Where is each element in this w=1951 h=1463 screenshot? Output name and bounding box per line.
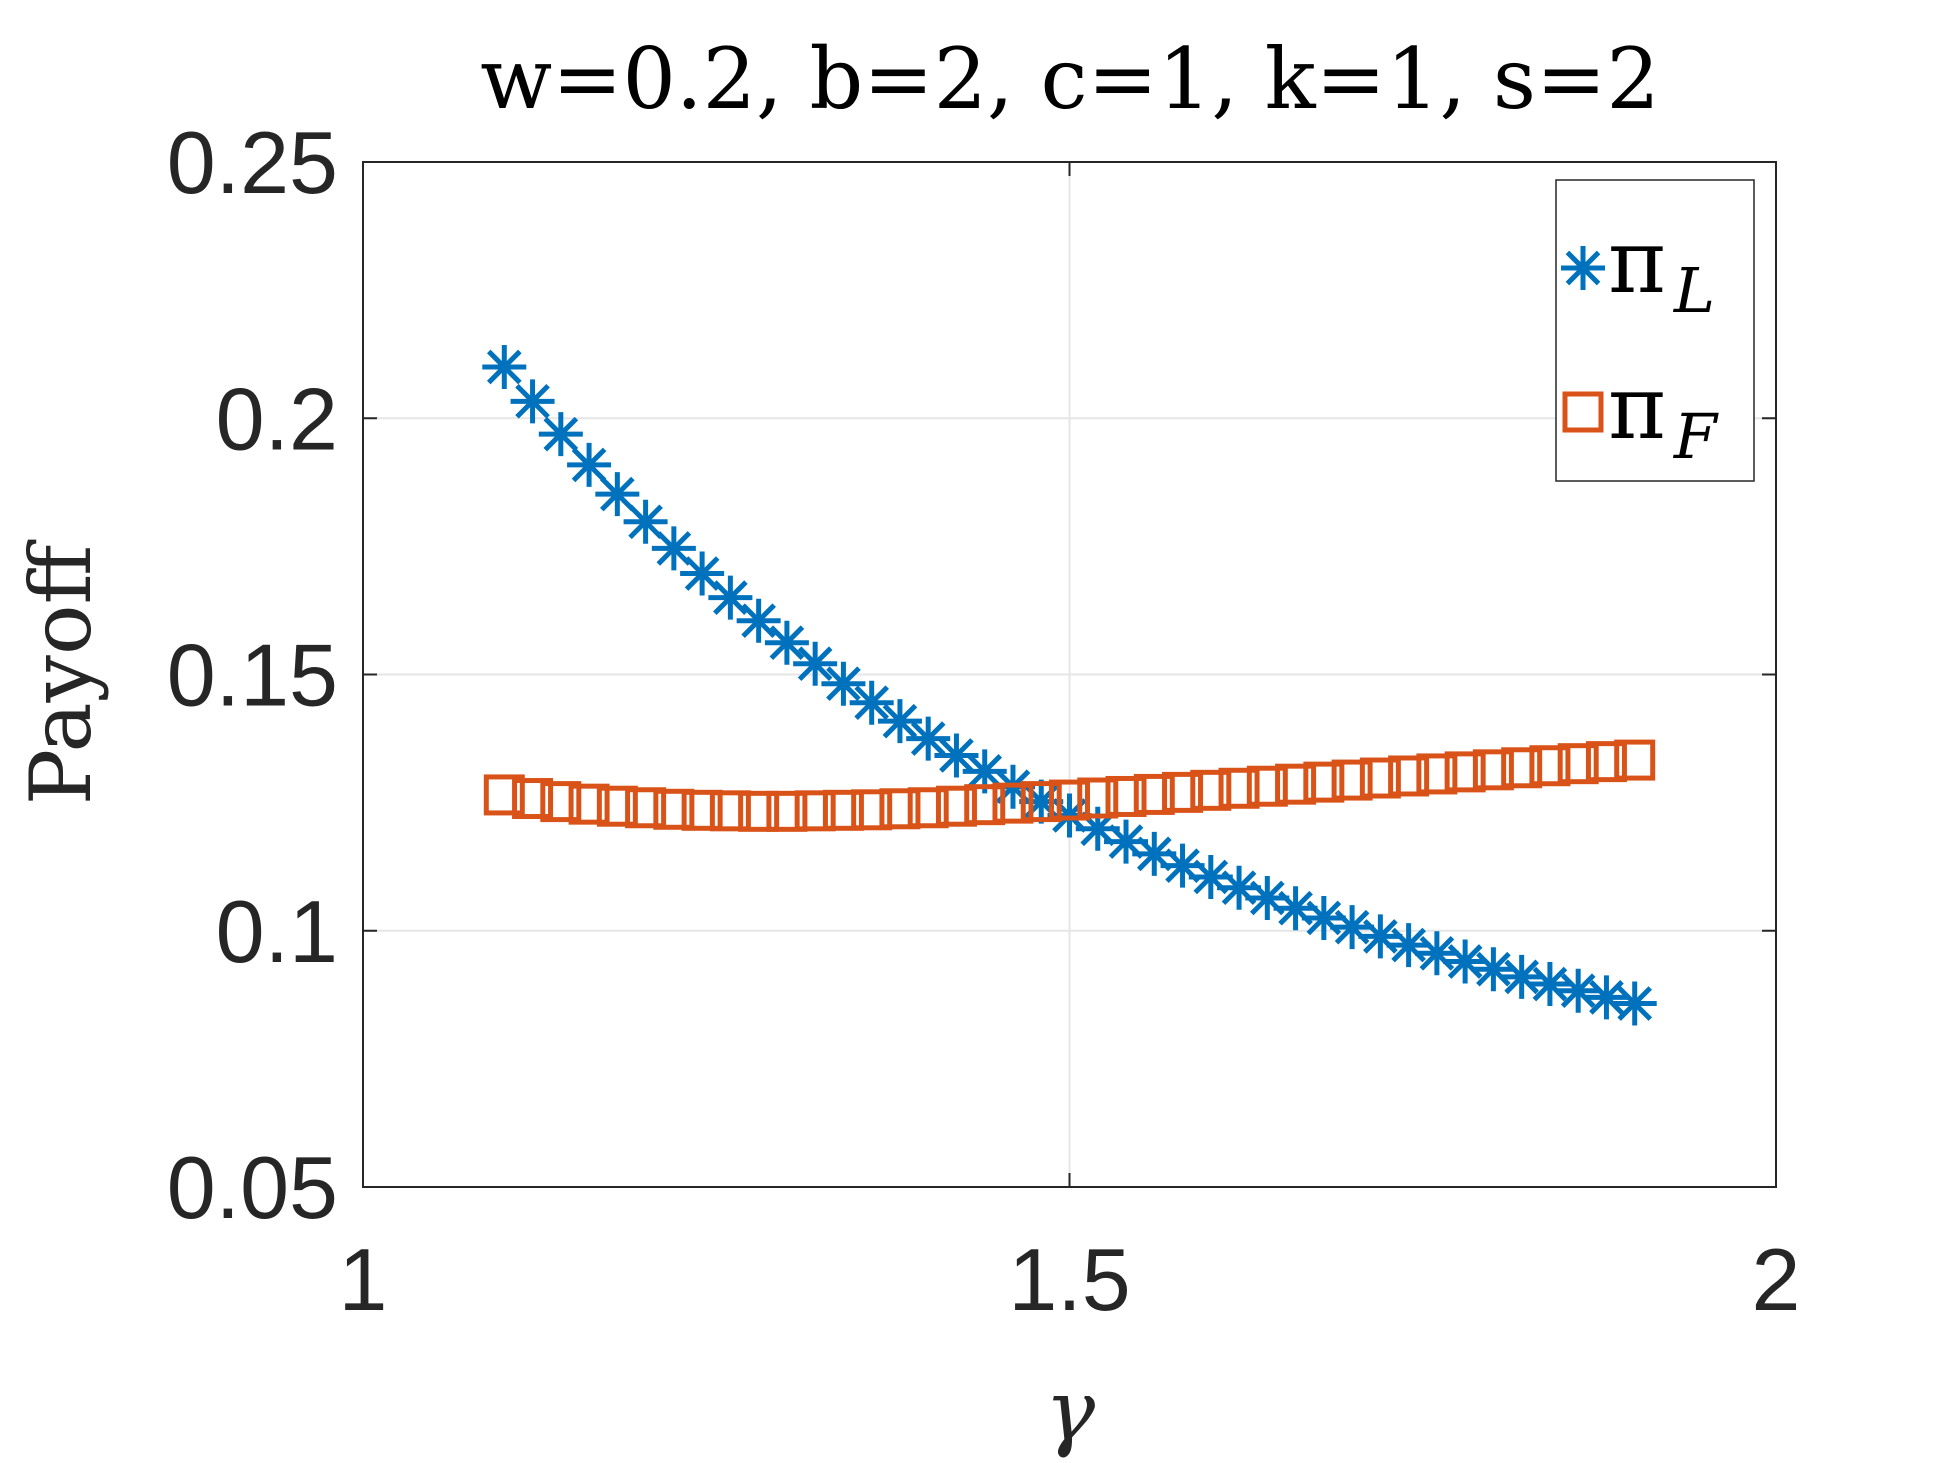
y-tick-label: 0.15	[167, 626, 338, 725]
data-point-pi-l	[538, 412, 583, 457]
data-point-pi-f	[709, 790, 751, 832]
data-point-pi-l	[567, 442, 612, 487]
data-point-pi-f	[1585, 741, 1627, 783]
data-point-pi-f	[1105, 775, 1147, 817]
legend-label-pi-f: π	[1608, 356, 1666, 459]
data-point-pi-l	[764, 620, 809, 665]
data-point-pi-f	[1614, 739, 1656, 781]
legend-square-marker	[1562, 391, 1604, 433]
legend-label-pi-l: π	[1608, 210, 1666, 313]
chart-title: w=0.2, b=2, c=1, k=1, s=2	[480, 30, 1660, 128]
data-point-pi-f	[992, 782, 1034, 824]
data-point-pi-f	[512, 778, 554, 820]
data-point-pi-f	[851, 789, 893, 831]
y-tick-label: 0.25	[167, 113, 338, 212]
x-tick-label: 1.5	[1008, 1230, 1130, 1329]
data-point-pi-f	[1359, 757, 1401, 799]
series-pi-l	[482, 345, 1657, 1026]
data-point-pi-l	[1556, 968, 1601, 1013]
data-point-pi-f	[1416, 753, 1458, 795]
data-point-pi-f	[1275, 763, 1317, 805]
data-point-pi-f	[1246, 765, 1288, 807]
data-point-pi-f	[1218, 767, 1260, 809]
data-point-pi-l	[680, 551, 725, 596]
data-point-pi-f	[935, 785, 977, 827]
x-tick-label: 2	[1752, 1230, 1801, 1329]
data-point-pi-f	[766, 790, 808, 832]
data-point-pi-f	[681, 789, 723, 831]
data-point-pi-l	[736, 598, 781, 643]
data-point-pi-l	[1386, 923, 1431, 968]
data-point-pi-l	[1188, 854, 1233, 899]
legend-marker-pi-l	[1561, 246, 1605, 290]
data-point-pi-l	[1301, 895, 1346, 940]
data-point-pi-f	[1444, 751, 1486, 793]
data-point-pi-f	[1190, 769, 1232, 811]
data-point-pi-l	[1358, 914, 1403, 959]
data-point-pi-l	[1499, 954, 1544, 999]
data-point-pi-f	[879, 788, 921, 830]
data-point-pi-f	[1303, 761, 1345, 803]
legend-subscript-l: L	[1673, 254, 1715, 327]
data-point-pi-f	[1162, 771, 1204, 813]
data-point-pi-f	[540, 781, 582, 823]
data-point-pi-l	[1443, 939, 1488, 984]
data-point-pi-l	[1527, 962, 1572, 1007]
x-axis-label: γ	[1045, 1362, 1096, 1460]
axis-ticks: 1 1.5 2 0.05 0.1 0.15 0.2 0.25	[167, 113, 1801, 1329]
y-tick-label: 0.05	[167, 1138, 338, 1237]
data-point-pi-l	[1471, 947, 1516, 992]
data-point-pi-f	[1388, 755, 1430, 797]
data-point-pi-f	[907, 787, 949, 829]
data-point-pi-l	[793, 641, 838, 686]
data-point-pi-f	[596, 785, 638, 827]
data-point-pi-f	[1501, 747, 1543, 789]
data-point-pi-f	[822, 789, 864, 831]
data-point-pi-l	[1584, 975, 1629, 1020]
data-point-pi-l	[510, 379, 555, 424]
data-point-pi-f	[653, 788, 695, 830]
y-tick-label: 0.1	[216, 882, 338, 981]
data-point-pi-f	[1557, 743, 1599, 785]
data-point-pi-f	[794, 790, 836, 832]
data-point-pi-f	[483, 774, 525, 816]
data-point-pi-f	[964, 784, 1006, 826]
data-point-pi-l	[482, 345, 527, 389]
y-tick-label: 0.2	[216, 369, 338, 468]
legend-marker-pi-f	[1562, 391, 1604, 433]
data-point-pi-f	[568, 783, 610, 825]
data-point-pi-l	[708, 575, 753, 620]
data-point-pi-f	[1020, 781, 1062, 823]
grid-lines	[363, 162, 1776, 1187]
legend-asterisk-marker	[1561, 246, 1605, 290]
data-point-pi-f	[1472, 749, 1514, 791]
data-point-pi-l	[906, 716, 951, 761]
y-axis-label: Payoff	[12, 539, 110, 805]
data-point-pi-l	[623, 499, 668, 544]
data-point-pi-l	[651, 526, 696, 571]
data-point-pi-l	[1330, 905, 1375, 950]
data-point-pi-l	[595, 472, 640, 517]
data-point-pi-f	[1133, 773, 1175, 815]
series-pi-f	[483, 739, 1656, 832]
data-point-pi-f	[1331, 759, 1373, 801]
series-layer	[482, 345, 1657, 1026]
data-point-pi-f	[1529, 745, 1571, 787]
data-point-pi-l	[1414, 931, 1459, 976]
data-point-pi-l	[877, 699, 922, 744]
data-point-pi-f	[1077, 777, 1119, 819]
data-point-pi-l	[849, 680, 894, 725]
data-point-pi-f	[738, 790, 780, 832]
x-tick-label: 1	[339, 1230, 388, 1329]
data-point-pi-f	[625, 787, 667, 829]
data-point-pi-l	[1612, 981, 1657, 1026]
legend-subscript-f: F	[1673, 400, 1719, 473]
data-point-pi-f	[1049, 779, 1090, 821]
data-point-pi-l	[821, 661, 866, 706]
